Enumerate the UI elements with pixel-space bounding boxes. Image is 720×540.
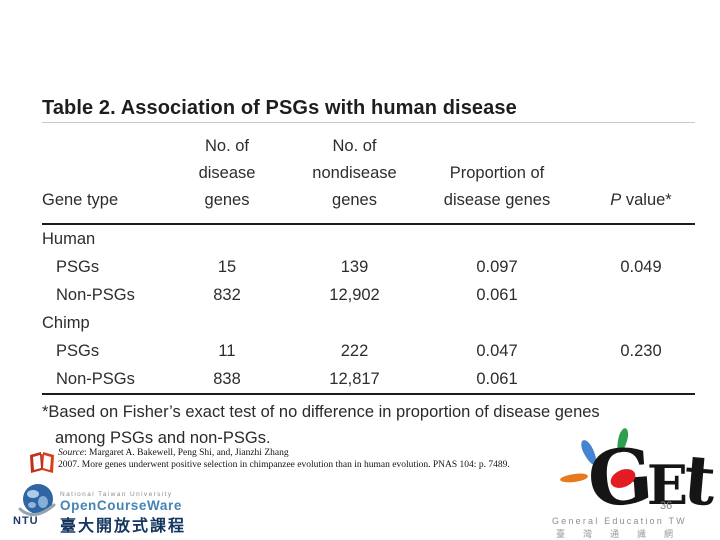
page-number: 36 [660,500,673,512]
table-row-chimp-psgs: PSGs 11 222 0.047 0.230 [56,341,662,360]
title-rule [42,122,695,123]
table-row-chimp-nonpsgs: Non-PSGs 838 12,817 0.061 [42,365,695,395]
table-footnote: *Based on Fisher’s exact test of no diff… [42,403,600,447]
book-icon [30,452,54,473]
header-nondisease-genes: No. of nondisease genes [302,133,407,225]
get-logo: G E t General Education TW 臺灣通識網 [548,424,719,540]
table-row-human-psgs: PSGs 15 139 0.097 0.049 [56,257,662,276]
psg-disease-table: Gene type No. of disease genes No. of no… [42,133,695,395]
table-title: Table 2. Association of PSGs with human … [42,97,517,119]
table-row-human-nonpsgs: Non-PSGs 832 12,902 0.061 [56,285,518,304]
table-header-row: Gene type No. of disease genes No. of no… [42,133,695,225]
get-caption-zh: 臺灣通識網 [556,529,692,539]
get-wordmark: G E t [585,431,719,524]
ntu-university-label: National Taiwan University [60,491,173,498]
header-proportion: Proportion of disease genes [407,133,587,225]
ntu-ocw-logo: NTU National Taiwan University OpenCours… [10,482,225,535]
brush-stroke-orange [559,472,589,484]
source-citation: Source: Margaret A. Bakewell, Peng Shi, … [58,447,618,471]
table-row-chimp-group: Chimp [42,313,90,332]
header-p-value: P value* [587,133,695,225]
ntu-globe-icon [18,484,56,517]
get-caption-en: General Education TW [552,516,687,526]
header-disease-genes: No. of disease genes [152,133,302,225]
source-line-2: 2007. More genes underwent positive sele… [58,460,510,470]
source-line-1: Source: Margaret A. Bakewell, Peng Shi, … [58,448,289,458]
table-row-human-group: Human [42,229,96,248]
header-gene-type: Gene type [42,133,152,225]
ntu-chinese-label: 臺大開放式課程 [60,518,187,535]
ntu-opencourseware-label: OpenCourseWare [60,498,182,513]
ntu-acronym-label: NTU [13,515,39,527]
